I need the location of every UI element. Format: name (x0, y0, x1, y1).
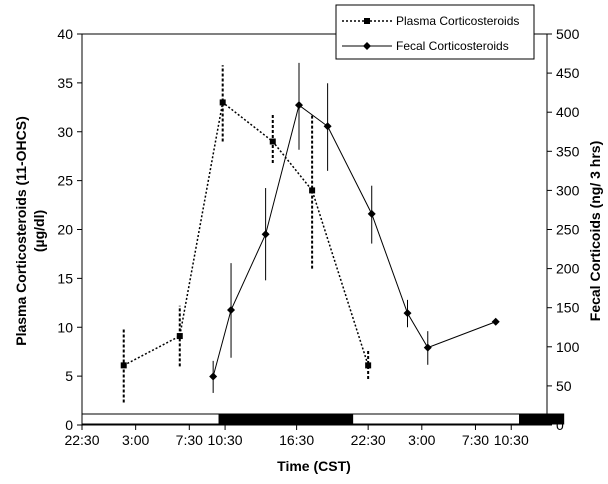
light-dark-bar (81, 413, 565, 425)
right-tick-label: 100 (556, 339, 580, 355)
bar-segment-dark (218, 413, 354, 425)
right-tick-label: 0 (556, 417, 564, 433)
data-point (323, 122, 332, 131)
x-tick-label: 16:30 (279, 432, 314, 448)
right-tick-label: 450 (556, 65, 580, 81)
x-tick-label: 3:00 (122, 432, 149, 448)
left-tick-label: 35 (57, 75, 73, 91)
right-tick-label: 400 (556, 104, 580, 120)
x-tick-label: 22:30 (351, 432, 386, 448)
bar-segment-dark (519, 413, 565, 425)
right-tick-label: 200 (556, 261, 580, 277)
left-tick-label: 40 (57, 26, 73, 42)
data-point (491, 317, 500, 326)
right-tick-label: 150 (556, 300, 580, 316)
left-tick-label: 10 (57, 319, 73, 335)
x-tick-label: 10:30 (208, 432, 243, 448)
right-tick-label: 300 (556, 182, 580, 198)
legend-label-fecal: Fecal Corticosteroids (396, 39, 509, 53)
x-axis-title: Time (CST) (277, 458, 351, 474)
data-point (423, 343, 432, 352)
legend: Plasma Corticosteroids Fecal Corticoster… (335, 4, 535, 60)
legend-marker-plasma (364, 18, 370, 24)
x-tick-label: 7:30 (462, 432, 489, 448)
legend-box (335, 4, 535, 60)
left-tick-label: 30 (57, 124, 73, 140)
left-tick-label: 20 (57, 222, 73, 238)
data-point (309, 187, 316, 194)
bar-segment-light (352, 413, 521, 425)
data-point (120, 362, 127, 369)
legend-marker-fecal (363, 42, 371, 50)
data-point (269, 138, 276, 145)
right-tick-label: 350 (556, 143, 580, 159)
left-tick-label: 15 (57, 270, 73, 286)
data-point (176, 333, 183, 340)
x-tick-label: 3:00 (408, 432, 435, 448)
right-tick-label: 50 (556, 378, 572, 394)
x-tick-label: 7:30 (176, 432, 203, 448)
left-y-axis-unit: (µg/dl) (31, 210, 47, 252)
x-tick-label: 22:30 (64, 432, 99, 448)
legend-label-plasma: Plasma Corticosteroids (396, 14, 519, 28)
bar-segment-light (81, 413, 220, 425)
x-tick-label: 10:30 (494, 432, 529, 448)
right-tick-label: 500 (556, 26, 580, 42)
left-y-axis: 0 5 10 15 20 25 30 35 40 (57, 26, 82, 433)
left-tick-label: 0 (65, 417, 73, 433)
data-point (367, 209, 376, 218)
left-tick-label: 5 (65, 368, 73, 384)
plot-area (81, 33, 548, 426)
data-point (261, 230, 270, 239)
series-plasma (120, 65, 372, 403)
right-y-axis-title: Fecal Corticoids (ng/ 3 hrs) (587, 141, 603, 321)
series-line (123, 101, 369, 367)
data-point (295, 101, 303, 110)
data-point (227, 306, 236, 315)
data-point (403, 309, 412, 318)
data-point (219, 99, 226, 106)
left-tick-label: 25 (57, 173, 73, 189)
data-point (209, 372, 218, 381)
series-line (212, 104, 496, 377)
data-point (365, 362, 372, 369)
series-fecal (209, 62, 500, 393)
left-y-axis-title: Plasma Corticosteroids (11-OHCS) (13, 116, 29, 346)
right-tick-label: 250 (556, 222, 580, 238)
right-y-axis: 0 50 100 150 200 250 300 350 400 450 500 (547, 26, 580, 433)
series-layer (120, 62, 500, 403)
x-axis: 22:30 3:00 7:30 10:30 16:30 22:30 3:00 7:30 10:3… (64, 425, 529, 448)
